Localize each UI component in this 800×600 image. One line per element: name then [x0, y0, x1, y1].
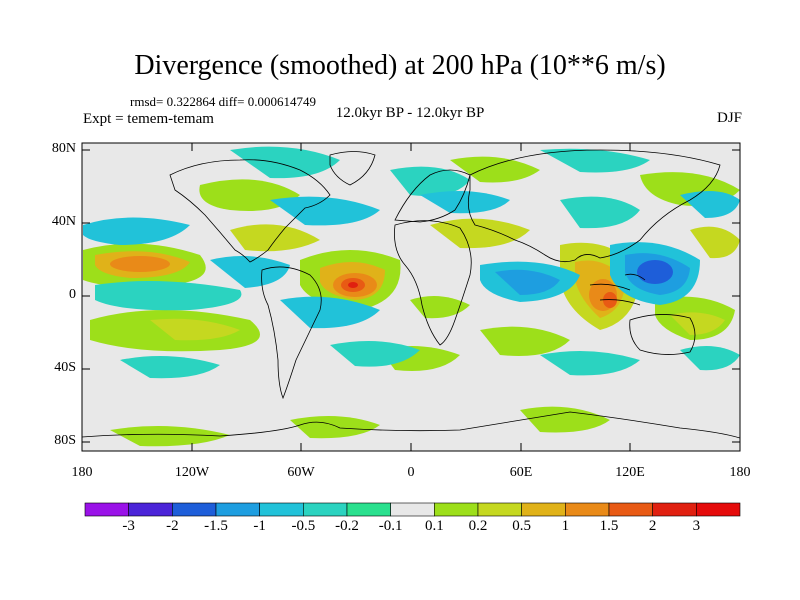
blob: [120, 356, 220, 379]
colorbar-box: [303, 502, 348, 517]
colorbar-box: [652, 502, 697, 517]
coast-greenland: [329, 151, 376, 186]
period-label: 12.0kyr BP - 12.0kyr BP: [335, 105, 485, 121]
colorbar-box: [259, 502, 304, 517]
coastlines: [82, 149, 740, 439]
colorbar-box: [128, 502, 173, 517]
colorbar-label: -3: [122, 518, 135, 534]
colorbar-label: 0.1: [424, 518, 444, 534]
colorbar-box: [434, 502, 479, 517]
colorbar-box: [346, 502, 391, 517]
map-field: [82, 143, 740, 451]
blob: [95, 281, 242, 311]
lat-label: 0: [69, 287, 76, 302]
colorbar-label: 0.2: [468, 518, 488, 534]
colorbar-box: [390, 502, 435, 517]
colorbar-box: [477, 502, 522, 517]
colorbar-box: [172, 502, 217, 517]
colorbar-label: 1: [561, 518, 570, 534]
blob: [110, 426, 230, 447]
blob: [230, 146, 340, 179]
colorbar-label: 2: [648, 518, 657, 534]
colorbar-box: [84, 502, 129, 517]
colorbar-box: [608, 502, 653, 517]
blob: [348, 282, 358, 288]
positive-anomalies: [83, 156, 740, 447]
blob: [540, 148, 650, 173]
colorbar-label: 3: [692, 518, 701, 534]
lon-label: 60W: [287, 465, 315, 480]
blob: [150, 318, 240, 341]
blob: [495, 269, 560, 295]
blob: [410, 296, 470, 319]
blob: [210, 256, 290, 288]
lat-label: 40N: [51, 214, 76, 229]
colorbar: [84, 502, 741, 517]
colorbar-box: [215, 502, 260, 517]
colorbar-box: [521, 502, 566, 517]
lat-label: 40S: [54, 360, 76, 375]
blob: [690, 226, 740, 259]
coast-north-america: [169, 159, 331, 263]
colorbar-label: -0.2: [335, 518, 359, 534]
coast-asia: [467, 149, 721, 263]
coast-australia: [629, 314, 696, 355]
blob: [670, 312, 725, 335]
negative-anomalies: [83, 146, 740, 379]
lon-label: 180: [729, 465, 751, 480]
blob: [270, 196, 380, 226]
coast-south-america: [261, 266, 322, 400]
lon-label: 0: [407, 465, 415, 480]
lon-label: 120E: [615, 465, 645, 480]
blob: [520, 406, 610, 433]
experiment-label: Expt = temem-temam: [83, 111, 214, 127]
blob: [110, 256, 170, 272]
coast-africa: [394, 220, 472, 346]
blob: [390, 166, 470, 196]
blob: [560, 196, 640, 229]
blob: [540, 351, 640, 376]
colorbar-label: 1.5: [599, 518, 619, 534]
colorbar-label: 0.5: [512, 518, 532, 534]
stats-text: rmsd= 0.322864 diff= 0.000614749: [130, 94, 316, 109]
colorbar-box: [696, 502, 741, 517]
colorbar-label: -1.5: [204, 518, 228, 534]
colorbar-label: -2: [166, 518, 179, 534]
colorbar-label: -0.5: [291, 518, 316, 534]
blob: [230, 224, 320, 252]
coast-indonesia: [589, 273, 646, 306]
blob: [280, 296, 380, 329]
lat-label: 80S: [54, 433, 76, 448]
blob: [480, 326, 570, 356]
blob: [290, 416, 380, 439]
lon-label: 180: [71, 465, 93, 480]
blob: [450, 156, 540, 183]
colorbar-label: -1: [253, 518, 266, 534]
axis-ticks: [81, 143, 741, 451]
coast-antarctica: [82, 411, 740, 439]
blob: [680, 346, 740, 371]
blob: [637, 260, 673, 284]
map-title: Divergence (smoothed) at 200 hPa (10**6 …: [134, 50, 666, 81]
blob: [680, 191, 740, 218]
blob: [330, 341, 420, 367]
lon-label: 60E: [509, 465, 533, 480]
lat-label: 80N: [51, 141, 76, 156]
season-label: DJF: [716, 110, 742, 126]
blob: [83, 217, 190, 245]
lon-label: 120W: [174, 465, 210, 480]
colorbar-box: [565, 502, 610, 517]
blob: [420, 191, 510, 214]
colorbar-label: -0.1: [378, 518, 403, 534]
blob: [603, 292, 617, 308]
